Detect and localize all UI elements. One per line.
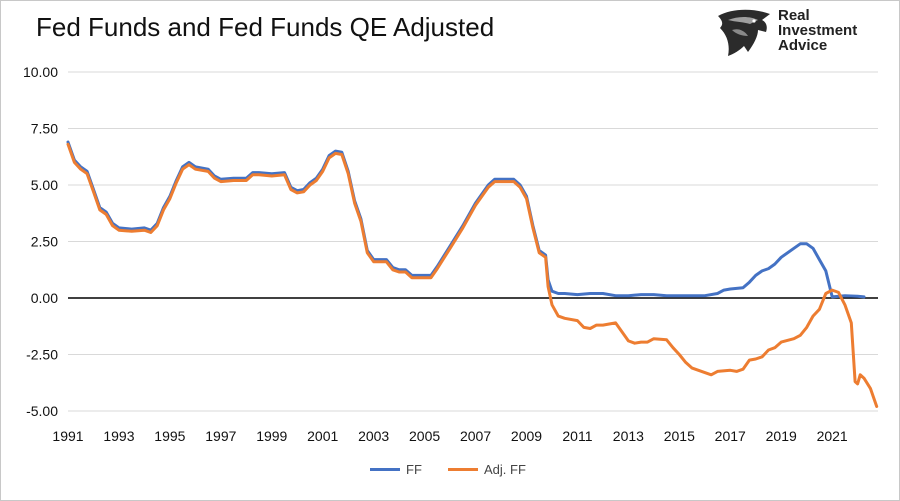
x-tick-label: 2005 (409, 428, 440, 444)
x-tick-label: 1997 (205, 428, 236, 444)
x-tick-label: 1995 (154, 428, 185, 444)
y-tick-label: -2.50 (26, 347, 58, 363)
brand-logo: Real Investment Advice (714, 6, 884, 58)
series-line-adj-ff (66, 142, 879, 408)
x-tick-label: 2009 (511, 428, 542, 444)
y-tick-label: 10.00 (23, 64, 58, 80)
legend-item-ff: FF (370, 462, 422, 477)
y-tick-label: -5.00 (26, 403, 58, 419)
brand-name: Real Investment Advice (778, 8, 857, 53)
x-tick-label: 2003 (358, 428, 389, 444)
x-tick-label: 1999 (256, 428, 287, 444)
legend-label-adj-ff: Adj. FF (484, 462, 526, 477)
brand-line-1: Real (778, 7, 810, 24)
brand-line-2: Investment (778, 22, 858, 39)
x-tick-label: 2021 (817, 428, 848, 444)
x-tick-label: 2001 (307, 428, 338, 444)
x-tick-label: 1993 (103, 428, 134, 444)
x-tick-label: 1991 (52, 428, 83, 444)
legend-label-ff: FF (406, 462, 422, 477)
chart-title: Fed Funds and Fed Funds QE Adjusted (36, 12, 495, 42)
y-tick-label: 7.50 (31, 121, 58, 137)
x-tick-label: 2013 (613, 428, 644, 444)
brand-line-3: Advice (778, 37, 828, 54)
y-tick-label: 0.00 (31, 290, 58, 306)
legend-swatch-ff (370, 468, 400, 471)
y-tick-label: 2.50 (31, 234, 58, 250)
legend-item-adj-ff: Adj. FF (448, 462, 526, 477)
eagle-head-icon (718, 9, 770, 57)
x-tick-label: 2007 (460, 428, 491, 444)
x-tick-label: 2017 (715, 428, 746, 444)
x-tick-label: 2011 (562, 428, 592, 444)
x-tick-label: 2015 (664, 428, 695, 444)
legend-swatch-adj-ff (448, 468, 478, 471)
x-tick-label: 2019 (766, 428, 797, 444)
y-tick-label: 5.00 (31, 177, 58, 193)
